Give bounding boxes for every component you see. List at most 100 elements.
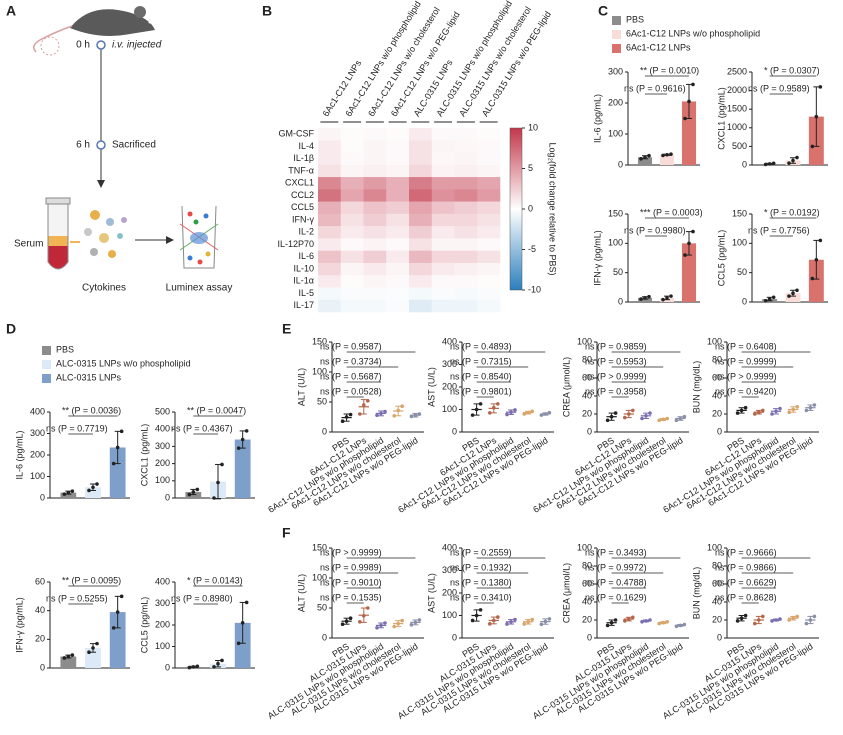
y-axis-label: IFN-γ (pg/mL): [592, 230, 602, 286]
data-point: [91, 485, 95, 490]
data-point: [513, 617, 517, 622]
data-point: [417, 618, 422, 622]
bar: [681, 243, 697, 302]
heat-cell: [409, 238, 433, 251]
data-point: [643, 296, 647, 300]
data-point: [543, 619, 548, 624]
data-point: [639, 297, 643, 301]
data-point: [488, 622, 492, 626]
data-point: [187, 665, 192, 670]
heat-cell: [477, 287, 501, 301]
heat-cell: [409, 250, 433, 264]
panel-label: A: [6, 3, 16, 19]
data-point: [761, 614, 765, 619]
y-tick-label: 2500: [727, 66, 747, 76]
data-point: [236, 446, 241, 450]
y-tick-label: 100: [442, 610, 457, 620]
y-tick-label: 150: [312, 542, 327, 552]
heat-cell: [431, 238, 455, 251]
heat-cell: [386, 177, 410, 190]
data-point: [661, 153, 665, 158]
y-tick-label: 200: [608, 97, 623, 107]
comparison-label: * (P = 0.0143): [187, 575, 243, 585]
data-point: [505, 412, 509, 417]
y-tick-label: 0: [717, 426, 722, 436]
data-point: [791, 158, 795, 163]
heat-cell: [363, 238, 387, 251]
heat-cell: [454, 164, 478, 178]
heat-cell: [318, 189, 342, 202]
comparison-label: * (P = 0.0192): [764, 207, 820, 217]
y-tick-label: 1500: [727, 104, 747, 114]
data-point: [509, 410, 513, 415]
heat-cell: [386, 275, 410, 288]
comparison-label: ns (P > 0.9999): [585, 371, 647, 381]
data-point: [539, 413, 544, 417]
data-point: [770, 412, 774, 416]
y-tick-label: 300: [442, 565, 457, 575]
heat-cell: [363, 128, 387, 141]
bar: [60, 656, 77, 668]
heat-cell: [454, 177, 478, 190]
data-point: [683, 253, 687, 257]
data-point: [392, 624, 397, 629]
data-point: [392, 414, 397, 418]
data-point: [95, 641, 99, 646]
y-tick-label: 500: [155, 406, 170, 416]
heat-cell: [318, 152, 342, 166]
data-point: [379, 411, 383, 416]
data-point: [191, 490, 196, 494]
data-point: [244, 600, 249, 605]
heat-cell: [409, 164, 433, 178]
y-axis-label: ALT (U/L): [296, 574, 306, 612]
y-axis-label: AST (U/L): [426, 573, 436, 613]
panel-label: B: [262, 3, 272, 19]
data-point: [522, 412, 526, 416]
heat-cell: [409, 128, 433, 141]
data-point: [362, 403, 366, 407]
data-point: [409, 623, 414, 627]
y-tick-label: 1000: [727, 122, 747, 132]
row-label: IL-2: [298, 227, 314, 237]
cytokine-icons: [84, 210, 127, 258]
y-tick-label: 150: [312, 336, 327, 346]
y-axis-label: CREA (μmol/L): [561, 563, 571, 623]
data-point: [470, 618, 475, 623]
data-point: [763, 162, 768, 167]
colorbar-tick-label: 0: [528, 203, 533, 213]
y-axis-label: BUN (mg/dL): [691, 567, 701, 620]
data-point: [665, 416, 669, 421]
row-label: TNF-α: [288, 165, 314, 175]
heat-cell: [477, 189, 501, 202]
bar: [659, 154, 675, 165]
heat-cell: [318, 262, 342, 276]
heat-cell: [318, 213, 342, 227]
data-point: [678, 416, 683, 421]
heat-cell: [454, 189, 478, 202]
y-tick-label: 100: [312, 366, 327, 376]
y-axis-label: AST (U/L): [426, 367, 436, 407]
data-point: [814, 114, 819, 119]
heat-cell: [340, 250, 364, 264]
legend-label: 6Ac1-C12 LNPs: [626, 42, 691, 52]
data-point: [358, 620, 362, 624]
y-tick-label: 50: [317, 602, 327, 612]
heat-cell: [454, 152, 478, 166]
data-point: [543, 412, 548, 416]
data-point: [344, 415, 349, 419]
y-tick-label: 100: [442, 404, 457, 414]
comparison-label: ns (P = 0.3958): [585, 386, 647, 396]
comparison-label: ** (P = 0.0047): [187, 405, 246, 415]
y-tick-label: 150: [732, 208, 747, 218]
data-point: [492, 618, 496, 623]
comparison-label: ns (P = 0.8980): [171, 593, 233, 603]
comparison-label: ** (P = 0.0010): [640, 65, 699, 75]
y-tick-label: 2000: [727, 85, 747, 95]
data-point: [647, 294, 651, 299]
data-point: [644, 619, 648, 623]
y-tick-label: 0: [165, 662, 170, 672]
data-point: [771, 161, 776, 166]
comparison-label: ns (P > 0.9999): [715, 371, 777, 381]
comparison-label: ns (P = 0.4893): [450, 341, 512, 351]
y-tick-label: 100: [608, 238, 623, 248]
